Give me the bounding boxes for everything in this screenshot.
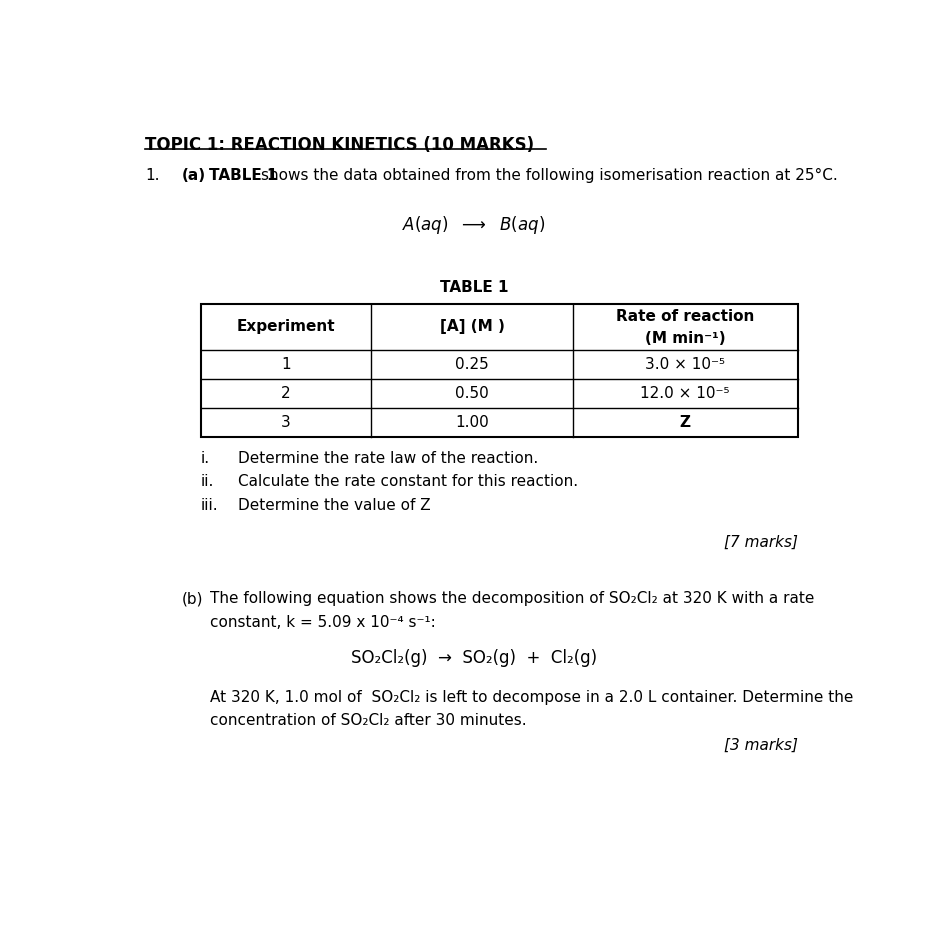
Text: TABLE 1: TABLE 1: [439, 280, 509, 295]
Text: 0.50: 0.50: [455, 386, 489, 401]
Text: constant, k = 5.09 x 10⁻⁴ s⁻¹:: constant, k = 5.09 x 10⁻⁴ s⁻¹:: [210, 614, 436, 629]
Text: TABLE 1: TABLE 1: [209, 168, 278, 183]
Text: (a): (a): [181, 168, 205, 183]
Text: Determine the rate law of the reaction.: Determine the rate law of the reaction.: [238, 451, 538, 466]
Text: 0.25: 0.25: [455, 356, 489, 371]
Text: The following equation shows the decomposition of SO₂Cl₂ at 320 K with a rate: The following equation shows the decompo…: [210, 592, 815, 607]
Text: Z: Z: [680, 416, 691, 431]
Bar: [201, 304, 797, 437]
Text: shows the data obtained from the following isomerisation reaction at 25°C.: shows the data obtained from the followi…: [262, 168, 838, 183]
Text: (b): (b): [181, 592, 203, 607]
Text: [A] (M ): [A] (M ): [439, 319, 504, 334]
Text: (M min⁻¹): (M min⁻¹): [645, 331, 725, 346]
Text: [7 marks]: [7 marks]: [723, 535, 797, 550]
Text: iii.: iii.: [201, 497, 218, 512]
Text: 1: 1: [281, 356, 291, 371]
Text: 1.00: 1.00: [455, 416, 489, 431]
Text: ii.: ii.: [201, 475, 215, 490]
Text: i.: i.: [201, 451, 210, 466]
Text: [3 marks]: [3 marks]: [723, 738, 797, 753]
Text: 1.: 1.: [145, 168, 160, 183]
Text: concentration of SO₂Cl₂ after 30 minutes.: concentration of SO₂Cl₂ after 30 minutes…: [210, 713, 527, 728]
Text: Determine the value of Z: Determine the value of Z: [238, 497, 431, 512]
Text: SO₂Cl₂(g)  →  SO₂(g)  +  Cl₂(g): SO₂Cl₂(g) → SO₂(g) + Cl₂(g): [351, 649, 598, 667]
Text: Experiment: Experiment: [237, 319, 336, 334]
Text: TOPIC 1: REACTION KINETICS (10 MARKS): TOPIC 1: REACTION KINETICS (10 MARKS): [145, 136, 535, 154]
Text: At 320 K, 1.0 mol of  SO₂Cl₂ is left to decompose in a 2.0 L container. Determin: At 320 K, 1.0 mol of SO₂Cl₂ is left to d…: [210, 690, 854, 705]
Text: Calculate the rate constant for this reaction.: Calculate the rate constant for this rea…: [238, 475, 578, 490]
Text: Rate of reaction: Rate of reaction: [616, 310, 755, 325]
Text: 3.0 × 10⁻⁵: 3.0 × 10⁻⁵: [646, 356, 725, 371]
Text: 3: 3: [281, 416, 291, 431]
Text: $\it{A(aq)}$  $\longrightarrow$  $\it{B(aq)}$: $\it{A(aq)}$ $\longrightarrow$ $\it{B(aq…: [402, 214, 546, 236]
Text: 12.0 × 10⁻⁵: 12.0 × 10⁻⁵: [640, 386, 730, 401]
Text: 2: 2: [281, 386, 291, 401]
